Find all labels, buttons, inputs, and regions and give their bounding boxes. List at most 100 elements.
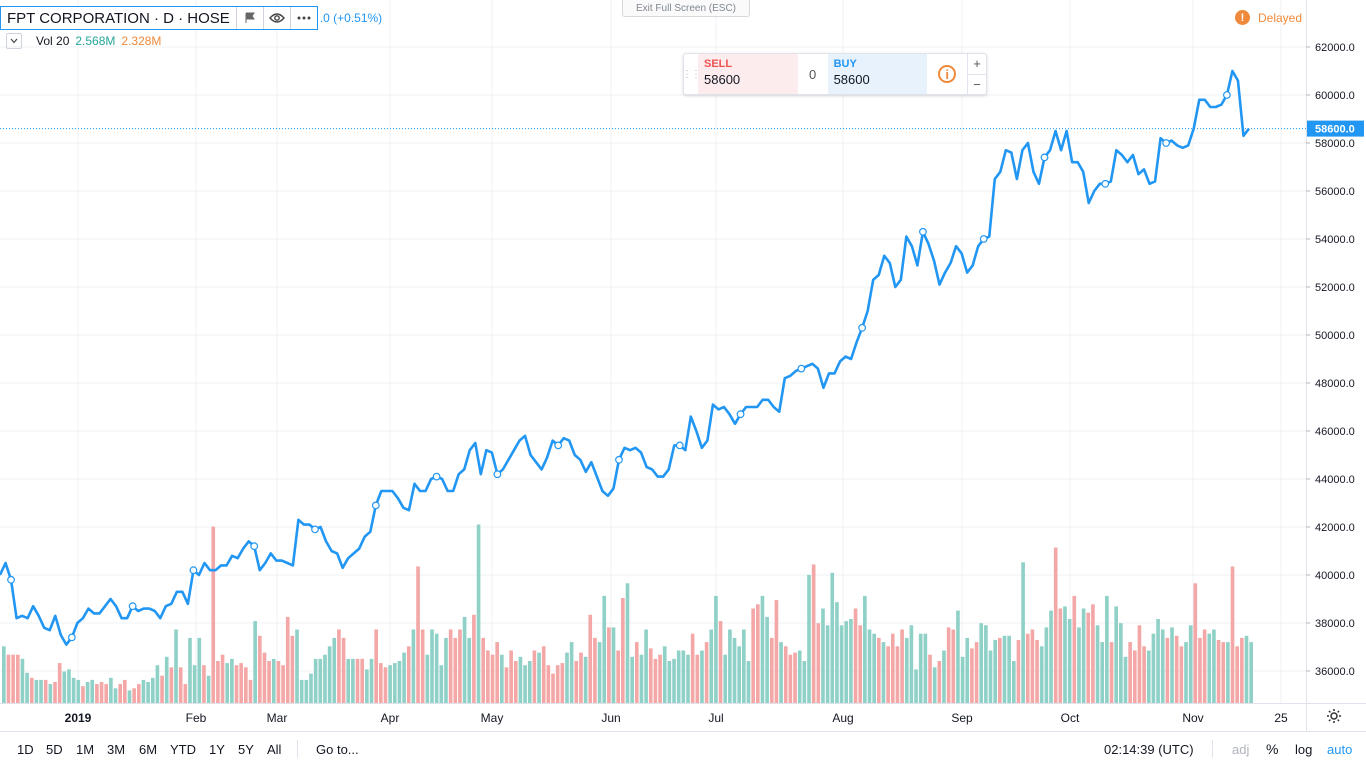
delayed-indicator[interactable]: ! Delayed xyxy=(1235,10,1302,25)
volume-bar xyxy=(123,679,127,703)
volume-bar xyxy=(476,524,481,703)
volume-bar xyxy=(686,654,690,703)
event-marker[interactable] xyxy=(371,501,380,510)
log-toggle[interactable]: log xyxy=(1295,742,1313,757)
delayed-label: Delayed xyxy=(1258,10,1303,25)
event-marker[interactable] xyxy=(493,470,502,479)
volume-bar xyxy=(99,682,104,703)
range-ytd-button[interactable]: YTD xyxy=(170,742,196,757)
time-tick-label: 2019 xyxy=(65,711,92,725)
bottom-toolbar: 1D 5D 1M 3M 6M YTD 1Y 5Y All Go to... 02… xyxy=(0,731,1366,768)
volume-bar xyxy=(113,688,118,703)
event-marker[interactable] xyxy=(189,566,198,575)
volume-bar xyxy=(998,637,1002,703)
event-marker[interactable] xyxy=(858,323,867,332)
event-marker[interactable] xyxy=(1162,139,1170,147)
goto-button[interactable]: Go to... xyxy=(316,742,359,757)
chevron-down-icon[interactable] xyxy=(6,33,22,49)
event-marker[interactable] xyxy=(250,542,259,551)
buy-button[interactable]: BUY 58600 xyxy=(827,54,928,94)
volume-bar xyxy=(402,652,406,703)
event-marker[interactable] xyxy=(1101,179,1110,188)
volume-bar xyxy=(132,688,136,703)
event-marker[interactable] xyxy=(979,235,988,243)
symbol-title[interactable]: FPT CORPORATION · D · HOSE xyxy=(7,9,230,27)
info-icon: i xyxy=(938,65,957,83)
range-1m-button[interactable]: 1M xyxy=(76,742,95,757)
more-icon[interactable] xyxy=(289,7,317,29)
volume-bar xyxy=(351,658,355,703)
volume-bar xyxy=(406,646,411,703)
event-marker[interactable] xyxy=(311,525,319,534)
event-marker[interactable] xyxy=(675,441,684,450)
adj-toggle[interactable]: adj xyxy=(1232,742,1250,757)
volume-bar xyxy=(299,679,304,703)
volume-bar xyxy=(234,665,239,703)
range-5y-button[interactable]: 5Y xyxy=(238,742,254,757)
price-scale[interactable]: 62000.0 60000.0 58000.0 56000.0 54000.0 52000… xyxy=(1306,42,1355,678)
volume-bar xyxy=(737,646,742,703)
range-all-button[interactable]: All xyxy=(267,742,282,757)
volume-bar xyxy=(1016,640,1021,703)
volume-bar xyxy=(853,608,858,703)
volume-bar xyxy=(527,661,532,703)
range-3m-button[interactable]: 3M xyxy=(107,742,126,757)
plus-button[interactable]: + xyxy=(968,54,987,75)
price-tick-label: 48000.0 xyxy=(1315,378,1355,390)
volume-bar xyxy=(197,637,202,703)
flag-icon[interactable] xyxy=(235,7,263,29)
utc-clock[interactable]: 02:14:39 (UTC) xyxy=(1104,742,1194,757)
event-marker[interactable] xyxy=(432,472,441,481)
volume-bar xyxy=(1128,642,1132,703)
price-chart[interactable]: 62000.0 60000.0 58000.0 56000.0 54000.0 52000… xyxy=(0,0,1366,731)
volume-bar xyxy=(970,648,974,703)
info-button[interactable]: i xyxy=(927,54,967,94)
event-marker[interactable] xyxy=(615,455,623,464)
sell-button[interactable]: SELL 58600 xyxy=(698,54,798,94)
volume-bar xyxy=(923,633,928,703)
volume-bar xyxy=(1086,612,1091,703)
volume-bar xyxy=(630,656,634,703)
time-tick-label: Mar xyxy=(267,711,288,725)
event-marker[interactable] xyxy=(128,602,137,611)
event-marker[interactable] xyxy=(736,410,745,419)
volume-bar xyxy=(313,658,318,703)
volume-bar xyxy=(960,656,965,703)
event-marker[interactable] xyxy=(1040,153,1049,162)
volume-bar xyxy=(53,682,57,703)
range-6m-button[interactable]: 6M xyxy=(139,742,158,757)
volume-bar xyxy=(1132,650,1137,703)
event-marker[interactable] xyxy=(7,575,15,584)
event-marker[interactable] xyxy=(1222,91,1231,99)
volume-bar xyxy=(225,663,230,703)
event-marker[interactable] xyxy=(554,441,563,450)
volume-bar xyxy=(1100,642,1105,703)
volume-bar xyxy=(816,623,821,703)
percent-toggle[interactable]: % xyxy=(1266,741,1279,757)
volume-bar xyxy=(1058,608,1063,703)
volume-bar xyxy=(1244,635,1249,703)
event-marker[interactable] xyxy=(919,227,927,236)
eye-icon[interactable] xyxy=(262,7,290,29)
drag-handle-icon[interactable]: ⋮⋮ xyxy=(682,68,701,80)
minus-button[interactable]: − xyxy=(973,76,981,92)
volume-bar xyxy=(881,642,886,703)
symbol-title-box[interactable]: FPT CORPORATION · D · HOSE xyxy=(0,6,318,30)
range-1y-button[interactable]: 1Y xyxy=(209,742,225,757)
gear-icon[interactable] xyxy=(1326,708,1342,729)
event-marker[interactable] xyxy=(797,364,806,373)
volume-bar xyxy=(397,661,402,703)
spread-value: 0 xyxy=(809,66,817,82)
event-marker[interactable] xyxy=(67,633,76,642)
exit-fullscreen-button[interactable]: Exit Full Screen (ESC) xyxy=(622,0,750,17)
price-line xyxy=(0,69,1251,646)
volume-bar xyxy=(211,526,216,703)
volume-bar xyxy=(867,629,872,703)
volume-bar xyxy=(746,661,751,703)
range-5d-button[interactable]: 5D xyxy=(46,742,63,757)
volume-bar xyxy=(1174,635,1179,703)
volume-bar xyxy=(327,646,332,703)
time-scale[interactable]: 2019 Feb Mar Apr May Jun Jul Aug Sep Oct Nov 25 xyxy=(65,711,1288,725)
range-1d-button[interactable]: 1D xyxy=(17,742,34,757)
auto-toggle[interactable]: auto xyxy=(1327,742,1353,757)
